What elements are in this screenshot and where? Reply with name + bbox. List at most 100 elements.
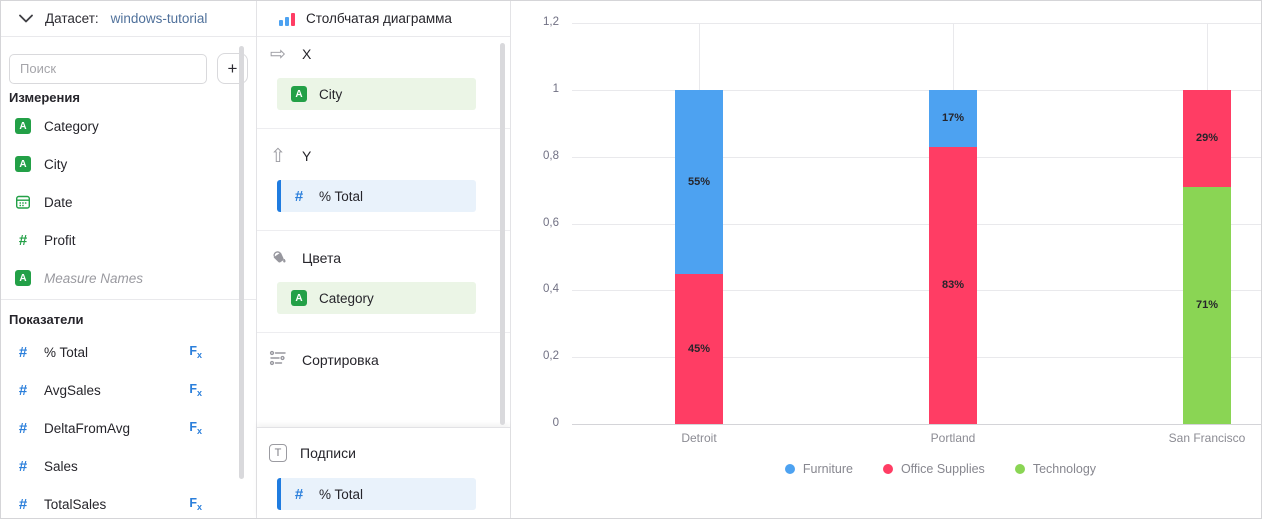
field-name: % Total <box>44 344 89 360</box>
bar-segment[interactable]: 83% <box>929 146 977 424</box>
string-a-icon <box>291 86 307 102</box>
formula-icon <box>189 420 202 436</box>
string-a-icon <box>15 118 31 134</box>
string-a-icon <box>291 290 307 306</box>
y-tick-label: 0,8 <box>543 149 559 162</box>
section-colors-label: Цвета <box>302 250 341 266</box>
field-item[interactable]: Sales <box>1 447 256 485</box>
field-name: TotalSales <box>44 496 107 512</box>
field-name: Category <box>44 118 99 134</box>
legend-item[interactable]: Technology <box>1014 462 1096 476</box>
arrow-up-icon <box>267 147 289 166</box>
chart-type-label: Столбчатая диаграмма <box>306 11 452 26</box>
y-tick-label: 0,4 <box>543 283 559 296</box>
string-a-icon <box>15 270 31 286</box>
paint-bucket-icon <box>267 246 289 271</box>
gridline <box>572 290 1261 292</box>
field-item[interactable]: Measure Names <box>1 259 256 297</box>
chart-type-header[interactable]: Столбчатая диаграмма <box>257 1 510 37</box>
chip-label: % Total <box>319 188 364 204</box>
config-sections: X City Y % Total <box>257 37 510 427</box>
field-item[interactable]: Profit <box>1 221 256 259</box>
field-name: Profit <box>44 232 76 248</box>
section-labels: Подписи % Total <box>257 427 510 518</box>
dataset-name-link[interactable]: windows-tutorial <box>110 11 208 26</box>
formula-icon <box>189 496 202 512</box>
field-item[interactable]: Date <box>1 183 256 221</box>
field-name: DeltaFromAvg <box>44 420 131 436</box>
field-name: Measure Names <box>44 270 144 286</box>
dimensions-list: Category City Date Profit Measure Names <box>1 107 256 297</box>
sort-icon <box>267 348 289 373</box>
number-field-icon <box>291 188 307 205</box>
legend-label: Furniture <box>802 462 853 476</box>
x-axis-line <box>572 424 1261 425</box>
x-category-label: San Francisco <box>1168 431 1246 445</box>
legend-dot <box>784 464 795 474</box>
legend-dot <box>882 464 893 474</box>
section-y-label: Y <box>302 148 312 164</box>
section-sort-label: Сортировка <box>302 352 379 368</box>
x-category-label: Detroit <box>681 431 717 445</box>
config-panel-scrollbar[interactable] <box>500 43 505 425</box>
number-field-icon <box>15 458 31 475</box>
bar-segment[interactable]: 71% <box>1183 186 1231 424</box>
field-item[interactable]: TotalSales <box>1 485 256 518</box>
section-y: Y % Total <box>257 143 510 231</box>
dimensions-title: Измерения <box>9 90 80 105</box>
chart-legend: Furniture Office Supplies Technology <box>595 462 1261 476</box>
chip-label: Category <box>319 290 374 306</box>
chip-label: % Total <box>319 486 364 502</box>
bar-segment[interactable]: 55% <box>675 90 723 274</box>
search-input[interactable] <box>9 53 207 84</box>
number-field-icon <box>15 420 31 437</box>
legend-label: Office Supplies <box>900 462 985 476</box>
chart-config-panel: Столбчатая диаграмма X City Y <box>257 1 511 518</box>
dataset-panel-scrollbar[interactable] <box>239 46 244 479</box>
gridline <box>572 90 1261 91</box>
legend-item[interactable]: Office Supplies <box>882 462 985 476</box>
field-chip-percent-total[interactable]: % Total <box>277 180 476 212</box>
field-chip-labels-percent-total[interactable]: % Total <box>277 478 476 510</box>
field-name: Sales <box>44 458 78 474</box>
measures-list: % Total AvgSales DeltaFromAvg Sales Tota… <box>1 333 256 518</box>
section-x-label: X <box>302 46 312 62</box>
dataset-header: Датасет: windows-tutorial <box>1 1 256 37</box>
fields-divider <box>1 299 256 300</box>
field-name: City <box>44 156 68 172</box>
y-tick-label: 0 <box>552 417 559 429</box>
chevron-down-icon[interactable] <box>19 14 33 23</box>
text-label-icon <box>269 444 287 462</box>
bar-segment[interactable]: 29% <box>1183 90 1231 187</box>
x-category-label: Portland <box>930 431 976 445</box>
gridline <box>572 223 1261 225</box>
arrow-right-icon <box>267 45 289 64</box>
formula-icon <box>189 382 202 398</box>
dataset-label: Датасет: <box>45 11 99 26</box>
field-item[interactable]: % Total <box>1 333 256 371</box>
gridline <box>572 23 1261 25</box>
section-x: X City <box>257 41 510 129</box>
section-colors: Цвета Category <box>257 245 510 333</box>
number-field-icon <box>15 382 31 399</box>
field-item[interactable]: City <box>1 145 256 183</box>
y-tick-label: 0,2 <box>543 350 559 363</box>
field-item[interactable]: DeltaFromAvg <box>1 409 256 447</box>
legend-item[interactable]: Furniture <box>784 462 853 476</box>
y-tick-label: 1 <box>552 83 559 95</box>
bar-segment[interactable]: 17% <box>929 90 977 147</box>
field-item[interactable]: AvgSales <box>1 371 256 409</box>
number-field-icon <box>291 486 307 503</box>
search-row: + <box>1 37 256 84</box>
field-item[interactable]: Category <box>1 107 256 145</box>
calendar-icon <box>16 195 31 209</box>
field-chip-category[interactable]: Category <box>277 282 476 314</box>
chip-label: City <box>319 86 343 102</box>
chart-preview: 0 0,2 0,4 0,6 0,8 1 1,2 45% 55% Detroit 83% 17% Port… <box>511 1 1261 518</box>
field-chip-city[interactable]: City <box>277 78 476 110</box>
number-field-icon <box>15 344 31 361</box>
dataset-panel: Датасет: windows-tutorial + Измерения Ca… <box>1 1 257 518</box>
bar-segment[interactable]: 45% <box>675 273 723 424</box>
section-labels-label: Подписи <box>300 445 356 461</box>
